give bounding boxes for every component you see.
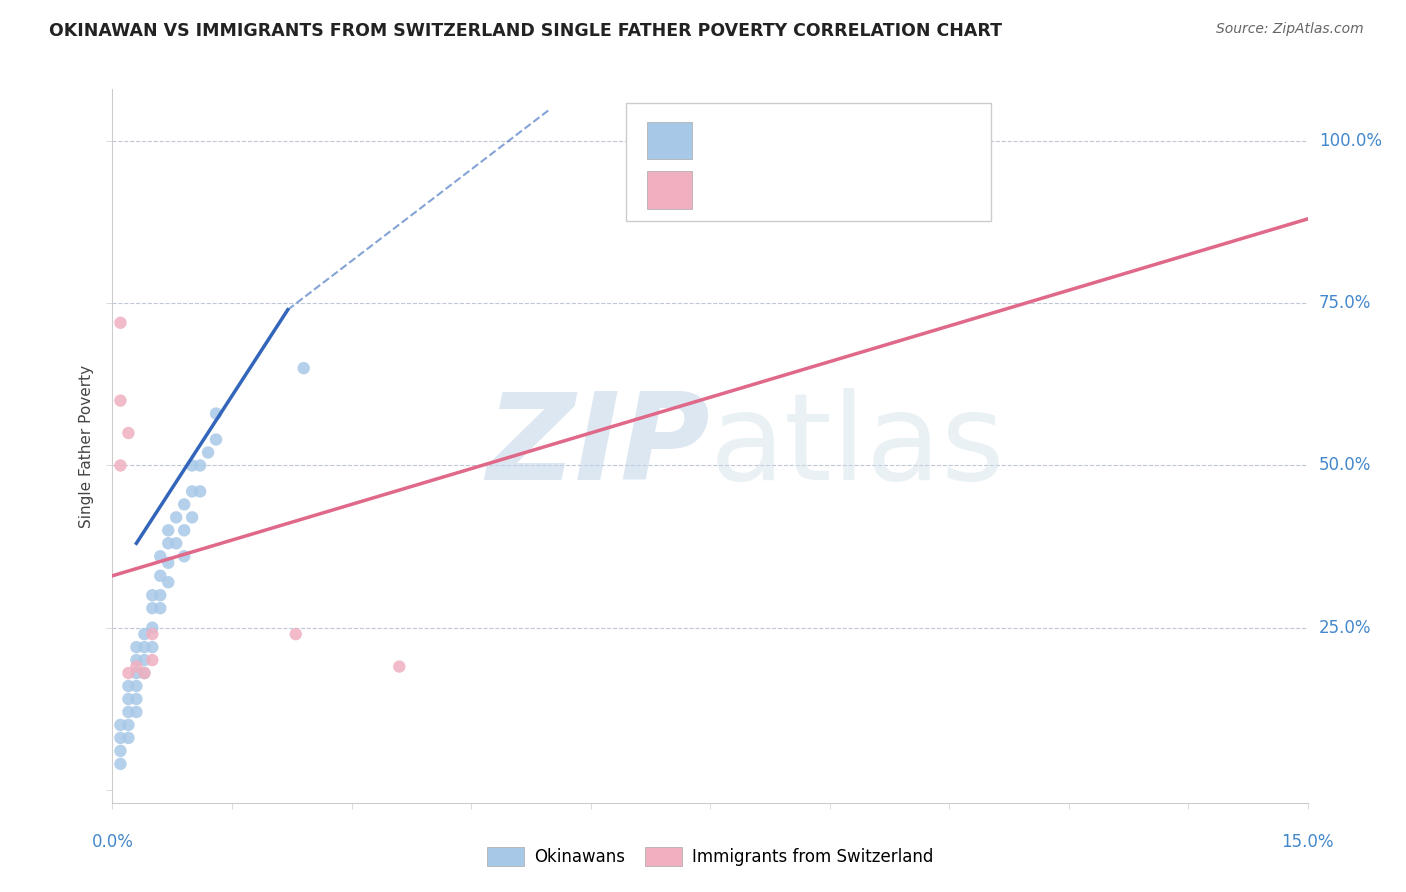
Point: [110, 731, 132, 745]
Point: [134, 666, 156, 681]
Point: [125, 692, 148, 706]
Point: [173, 497, 195, 511]
Point: [134, 653, 156, 667]
Point: [117, 692, 139, 706]
Point: [110, 756, 132, 771]
Text: R = 0.700   N = 45: R = 0.700 N = 45: [706, 131, 884, 149]
Text: ZIP: ZIP: [486, 387, 710, 505]
Point: [173, 549, 195, 564]
Text: 75.0%: 75.0%: [1319, 294, 1371, 312]
Point: [149, 549, 172, 564]
Point: [699, 134, 721, 148]
Point: [205, 433, 228, 447]
Point: [134, 666, 156, 681]
Point: [181, 458, 204, 473]
Point: [117, 425, 139, 440]
Point: [188, 484, 211, 499]
Point: [134, 627, 156, 641]
Bar: [647, 171, 692, 209]
Point: [157, 524, 180, 538]
Point: [110, 718, 132, 732]
Text: 25.0%: 25.0%: [1319, 619, 1371, 637]
Point: [125, 659, 148, 673]
Point: [110, 458, 132, 473]
Point: [388, 659, 411, 673]
Point: [284, 627, 307, 641]
Point: [181, 484, 204, 499]
Point: [149, 568, 172, 582]
Point: [165, 510, 187, 524]
Text: Source: ZipAtlas.com: Source: ZipAtlas.com: [1216, 22, 1364, 37]
Point: [141, 601, 163, 615]
Text: 100.0%: 100.0%: [1319, 132, 1382, 150]
Point: [157, 556, 180, 570]
Point: [117, 731, 139, 745]
Point: [125, 653, 148, 667]
Point: [181, 510, 204, 524]
Text: 15.0%: 15.0%: [1281, 833, 1334, 851]
Point: [188, 458, 211, 473]
Point: [197, 445, 219, 459]
Point: [110, 744, 132, 758]
Point: [141, 621, 163, 635]
Point: [173, 524, 195, 538]
Point: [125, 679, 148, 693]
Point: [125, 666, 148, 681]
Point: [141, 588, 163, 602]
Point: [117, 679, 139, 693]
Point: [117, 666, 139, 681]
Point: [149, 588, 172, 602]
Point: [117, 718, 139, 732]
Point: [292, 361, 315, 376]
Bar: [647, 121, 692, 159]
Point: [149, 601, 172, 615]
Point: [110, 393, 132, 408]
Legend: Okinawans, Immigrants from Switzerland: Okinawans, Immigrants from Switzerland: [481, 840, 939, 873]
Text: R =  0.711   N = 12: R = 0.711 N = 12: [706, 181, 891, 199]
Point: [125, 705, 148, 719]
FancyBboxPatch shape: [626, 103, 991, 221]
Text: 50.0%: 50.0%: [1319, 457, 1371, 475]
Text: atlas: atlas: [710, 387, 1005, 505]
Point: [110, 316, 132, 330]
Point: [141, 653, 163, 667]
Text: 0.0%: 0.0%: [91, 833, 134, 851]
Point: [205, 407, 228, 421]
Point: [141, 640, 163, 654]
Point: [141, 627, 163, 641]
Point: [157, 575, 180, 590]
Y-axis label: Single Father Poverty: Single Father Poverty: [79, 365, 94, 527]
Text: OKINAWAN VS IMMIGRANTS FROM SWITZERLAND SINGLE FATHER POVERTY CORRELATION CHART: OKINAWAN VS IMMIGRANTS FROM SWITZERLAND …: [49, 22, 1002, 40]
Point: [157, 536, 180, 550]
Point: [134, 640, 156, 654]
Point: [117, 705, 139, 719]
Point: [125, 640, 148, 654]
Point: [165, 536, 187, 550]
